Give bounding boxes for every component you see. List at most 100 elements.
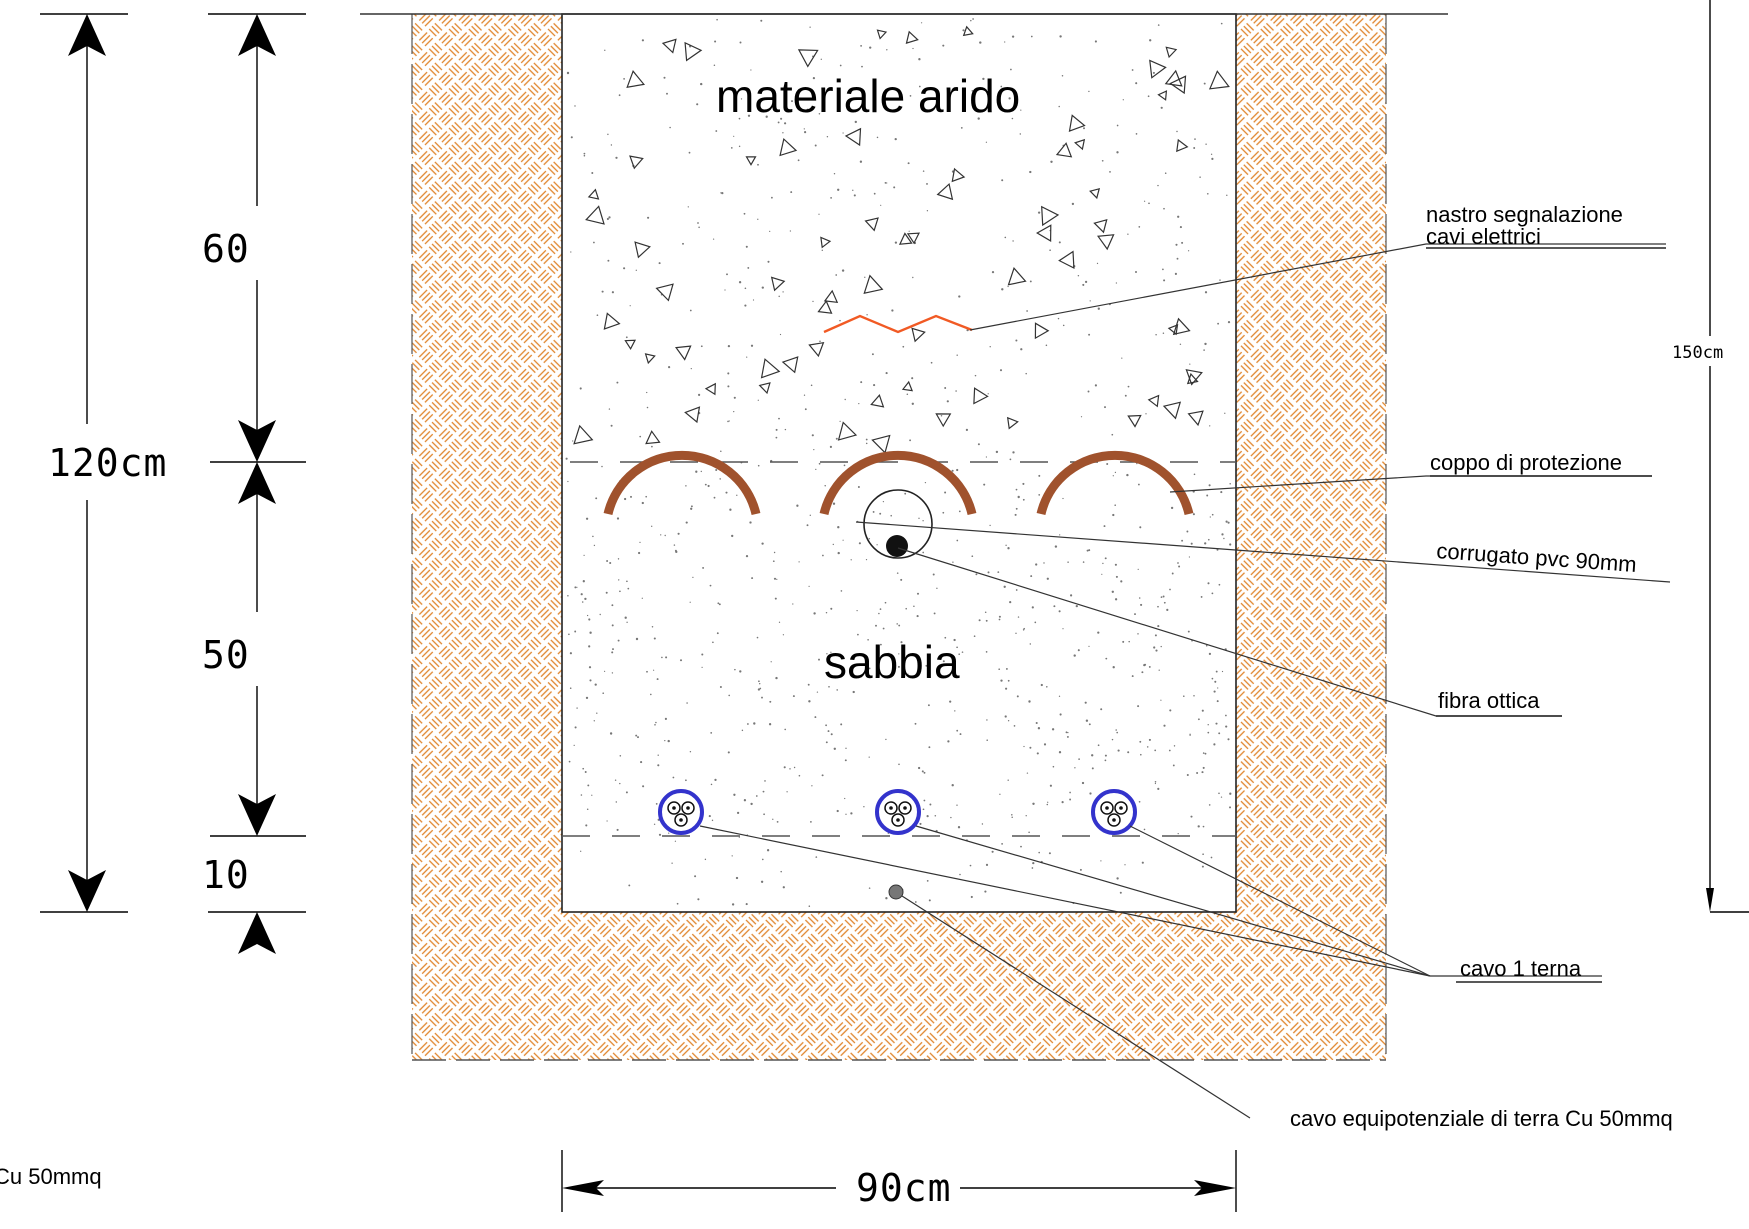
speckle	[920, 22, 923, 24]
speckle	[1116, 877, 1119, 880]
speckle	[1046, 577, 1049, 580]
speckle	[580, 593, 583, 596]
speckle	[986, 719, 988, 721]
speckle	[1051, 728, 1055, 731]
speckle	[1163, 724, 1166, 727]
speckle	[625, 791, 628, 794]
speckle	[757, 163, 759, 166]
speckle	[715, 130, 718, 132]
speckle	[626, 621, 628, 624]
speckle	[646, 406, 649, 409]
speckle	[702, 566, 705, 569]
speckle	[1196, 772, 1199, 774]
speckle	[1135, 82, 1138, 85]
speckle	[716, 18, 718, 21]
aggregate-stone	[1068, 114, 1086, 133]
speckle	[574, 105, 576, 107]
speckle	[814, 716, 817, 719]
speckle	[642, 785, 645, 788]
speckle	[868, 887, 871, 889]
speckle	[894, 137, 897, 141]
dimension-upper-depth-label: 60	[202, 227, 250, 271]
speckle	[661, 656, 663, 659]
speckle	[704, 858, 707, 861]
speckle	[1112, 475, 1114, 477]
speckle	[1005, 667, 1008, 670]
speckle	[868, 538, 871, 540]
speckle	[1149, 39, 1152, 42]
speckle	[766, 849, 770, 852]
speckle	[726, 273, 728, 276]
speckle	[589, 631, 592, 634]
speckle	[688, 151, 691, 154]
speckle	[923, 771, 926, 774]
speckle	[778, 295, 780, 298]
speckle	[789, 230, 792, 232]
speckle	[1007, 547, 1010, 550]
aggregate-stone	[626, 70, 646, 88]
speckle	[784, 728, 787, 731]
speckle	[1146, 746, 1149, 748]
speckle	[1137, 705, 1140, 708]
speckle	[1218, 792, 1220, 795]
aggregate-stone	[1176, 138, 1189, 153]
speckle	[1078, 758, 1080, 760]
speckle	[1111, 738, 1114, 741]
speckle	[1004, 715, 1007, 718]
speckle	[605, 591, 608, 594]
speckle	[986, 739, 988, 741]
callout-corrugated-pipe: corrugato pvc 90mm	[1436, 538, 1638, 577]
speckle	[593, 720, 595, 722]
speckle	[933, 612, 936, 615]
speckle	[1116, 731, 1119, 734]
speckle	[784, 428, 787, 431]
speckle	[736, 494, 738, 496]
speckle	[985, 619, 988, 622]
speckle	[1085, 719, 1089, 722]
speckle	[757, 464, 760, 467]
speckle	[1031, 606, 1034, 609]
speckle	[803, 394, 806, 396]
speckle	[647, 216, 650, 219]
speckle	[700, 470, 702, 473]
aggregate-stone	[1089, 187, 1101, 200]
speckle	[973, 635, 976, 638]
speckle	[619, 590, 621, 593]
callout-protection-tile: coppo di protezione	[1430, 450, 1622, 475]
aggregate-stone	[1093, 218, 1108, 234]
speckle	[712, 641, 714, 644]
speckle	[982, 77, 985, 81]
speckle	[665, 656, 668, 659]
speckle	[1206, 192, 1209, 195]
speckle	[728, 420, 730, 422]
speckle	[1169, 709, 1172, 712]
speckle	[917, 766, 921, 770]
speckle	[1179, 226, 1182, 229]
speckle	[1163, 207, 1165, 210]
speckle	[1089, 300, 1091, 302]
dimension-middle-depth	[238, 462, 276, 836]
speckle	[646, 391, 648, 394]
speckle	[767, 260, 770, 263]
speckle	[623, 267, 626, 270]
speckle	[997, 571, 1000, 573]
speckle	[1127, 385, 1130, 388]
speckle	[1061, 74, 1064, 77]
speckle	[965, 428, 969, 432]
speckle	[654, 723, 656, 726]
speckle	[1043, 562, 1045, 564]
speckle	[922, 551, 925, 554]
speckle	[1214, 680, 1217, 683]
speckle	[710, 732, 713, 734]
speckle	[619, 782, 621, 785]
speckle	[913, 605, 915, 607]
speckle	[1163, 601, 1166, 604]
speckle	[1015, 488, 1018, 491]
speckle	[1015, 339, 1018, 342]
speckle	[567, 594, 569, 597]
speckle	[816, 691, 819, 693]
speckle	[1216, 700, 1219, 703]
speckle	[750, 344, 754, 347]
speckle	[1220, 796, 1223, 798]
speckle	[1225, 714, 1227, 717]
